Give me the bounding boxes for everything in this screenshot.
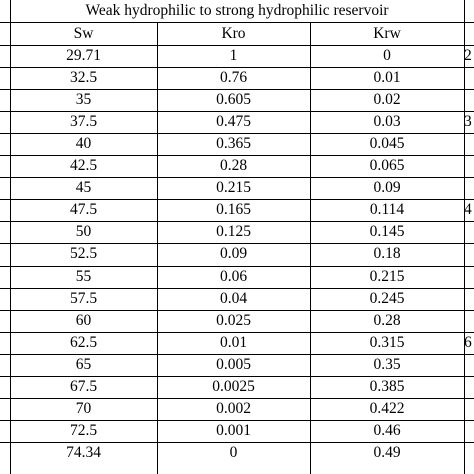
row-divider [0,155,474,156]
table-cell-krw: 0.114 [369,201,405,219]
row-divider [0,442,474,443]
row-divider [0,376,474,377]
column-divider [310,23,311,474]
table-cell-kro: 0.28 [219,157,248,175]
table-cell-sw: 35 [75,91,92,109]
table-cell-krw: 0.46 [373,421,401,439]
row-divider [0,332,474,333]
table-cell-krw: 0.18 [373,245,401,263]
row-divider [0,310,474,311]
table-cell-sw: 47.5 [69,201,98,219]
table-cell-sw: 62.5 [69,333,98,351]
table-cell-sw: 32.5 [69,69,98,87]
header-divider [0,45,474,46]
table-cell-kro: 0.06 [219,267,248,285]
row-divider [0,67,474,68]
row-divider [0,89,474,90]
table-cell-kro: 0.0025 [212,377,255,395]
column-divider [157,23,158,474]
title-divider [0,22,474,23]
table-cell-kro: 1 [229,47,238,64]
row-divider [0,398,474,399]
right-border [464,0,465,474]
left-border [10,0,11,474]
table-cell-sw: 60 [75,311,92,329]
table-cell-krw: 0.385 [369,377,405,395]
row-divider [0,177,474,178]
column-header-krw: Krw [373,25,401,42]
table-cell-krw: 0.422 [369,399,405,417]
table-cell-kro: 0.09 [219,245,248,263]
table-cell-kro: 0.005 [216,355,251,373]
table-cell-krw: 0.065 [369,157,405,175]
table-cell-krw: 0.01 [373,69,401,87]
cropped-column-fragment: 4 [464,201,472,219]
column-header-sw: Sw [73,25,94,42]
table-cell-krw: 0.49 [373,443,401,461]
table-cell-krw: 0 [383,47,391,64]
table-cell-kro: 0.125 [216,223,251,241]
row-divider [0,354,474,355]
table-cell-sw: 37.5 [69,113,98,131]
table-cell-sw: 74.34 [66,443,101,461]
cropped-column-fragment: 6 [464,333,472,351]
row-divider [0,133,474,134]
table-cell-krw: 0.35 [373,355,401,373]
table-cell-kro: 0.76 [219,69,248,87]
table-cell-sw: 65 [75,355,92,373]
table-cell-sw: 67.5 [69,377,98,395]
table-cell-kro: 0.025 [216,311,251,329]
column-header-kro: Kro [221,25,246,42]
row-divider [0,266,474,267]
table-cell-kro: 0.605 [216,91,251,109]
table-cell-kro: 0.002 [216,399,251,417]
row-divider [0,111,474,112]
table-cell-sw: 55 [75,267,92,285]
row-divider [0,221,474,222]
table-cell-sw: 70 [75,399,92,417]
table-cell-krw: 0.09 [373,179,401,197]
row-divider [0,420,474,421]
table-cell-kro: 0.04 [219,289,248,307]
row-divider [0,243,474,244]
table-cell-kro: 0 [229,443,238,461]
table-cell-kro: 0.365 [216,135,251,153]
table-cell-krw: 0.245 [369,289,405,307]
table-cell-krw: 0.28 [373,311,401,329]
group-title: Weak hydrophilic to strong hydrophilic r… [85,2,389,19]
table-cell-sw: 29.71 [66,47,101,64]
table-cell-krw: 0.045 [369,135,405,153]
table-cell-krw: 0.145 [369,223,405,241]
table-cell-sw: 50 [75,223,92,241]
table-cell-sw: 45 [75,179,92,197]
table-cell-krw: 0.215 [369,267,405,285]
table-cell-krw: 0.315 [369,333,405,351]
cropped-column-fragment: 3 [464,113,472,131]
table-cell-kro: 0.215 [216,179,251,197]
table-cell-sw: 52.5 [69,245,98,263]
row-divider [0,199,474,200]
table-cell-sw: 42.5 [69,157,98,175]
cropped-column-fragment: 2 [464,47,472,64]
table-cell-kro: 0.001 [216,421,251,439]
row-divider [0,288,474,289]
table-cell-kro: 0.01 [219,333,248,351]
table-cell-sw: 40 [75,135,92,153]
table-cell-kro: 0.475 [216,113,251,131]
table-cell-sw: 72.5 [69,421,98,439]
table-cell-kro: 0.165 [216,201,251,219]
table-cell-krw: 0.03 [373,113,401,131]
table-cell-sw: 57.5 [69,289,98,307]
table-cell-krw: 0.02 [373,91,401,109]
